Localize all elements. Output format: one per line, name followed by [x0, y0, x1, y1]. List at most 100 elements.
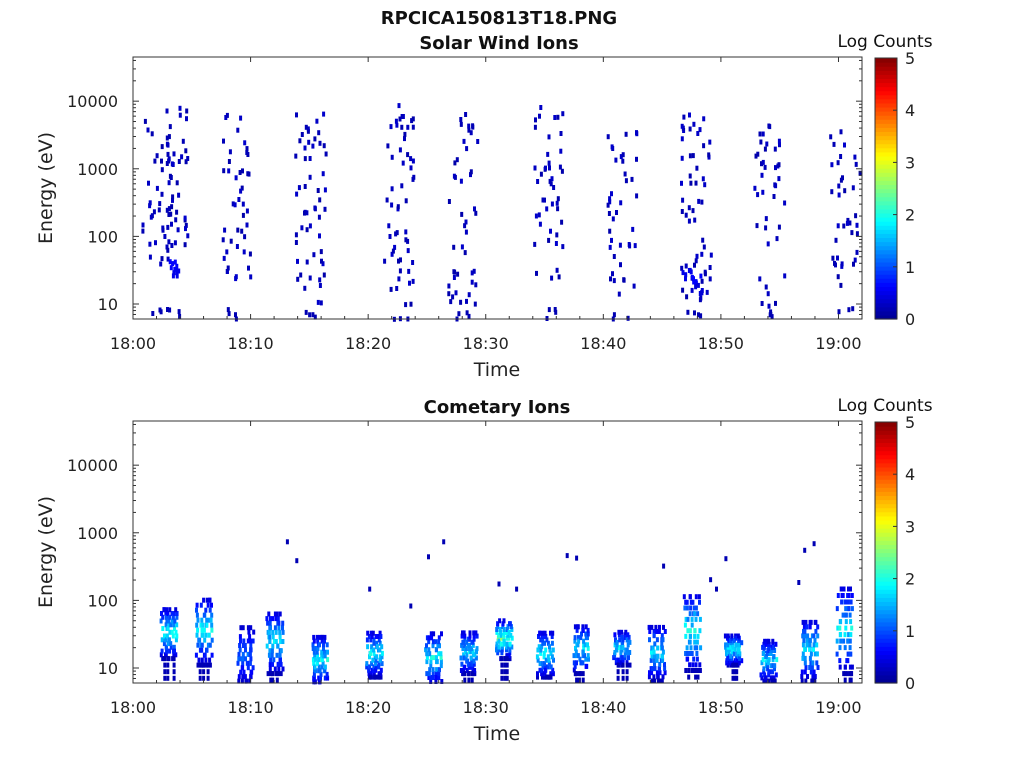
heatmap-cell: [774, 300, 777, 306]
heatmap-cell: [169, 211, 173, 217]
heatmap-cell: [572, 667, 576, 673]
heatmap-cell: [171, 194, 175, 200]
heatmap-cell: [769, 663, 773, 669]
heatmap-cell: [627, 242, 631, 247]
heatmap-cell: [221, 237, 225, 243]
colorbar-segment: [875, 536, 897, 541]
heatmap-cell: [626, 315, 630, 321]
heatmap-cell: [370, 661, 374, 667]
colorbar-segment: [875, 568, 897, 574]
heatmap-cell: [630, 176, 634, 182]
heatmap-cell: [503, 675, 507, 681]
heatmap-cell: [275, 671, 279, 677]
heatmap-cell: [312, 660, 316, 666]
heatmap-cell: [183, 242, 187, 248]
heatmap-cell: [447, 291, 451, 297]
heatmap-cell: [536, 674, 539, 680]
heatmap-cell: [157, 207, 161, 213]
x-tick-label: 18:20: [345, 334, 391, 353]
heatmap-cell: [839, 282, 843, 288]
colorbar-segment: [875, 155, 897, 161]
heatmap-cell: [586, 653, 590, 659]
heatmap-cell: [386, 143, 390, 149]
heatmap-cell: [736, 646, 740, 652]
heatmap-cell: [165, 607, 169, 613]
heatmap-cell: [272, 657, 276, 663]
heatmap-cell: [849, 619, 853, 625]
heatmap-cell: [834, 237, 838, 243]
heatmap-cell: [472, 268, 476, 274]
heatmap-cell: [447, 199, 451, 204]
heatmap-cell: [626, 632, 630, 638]
colorbar-tick-label: 2: [905, 570, 915, 589]
heatmap-cell: [815, 660, 819, 666]
heatmap-cell: [543, 661, 546, 667]
heatmap-cell: [805, 624, 809, 630]
x-tick-label: 18:10: [228, 698, 274, 717]
heatmap-cell: [805, 642, 809, 648]
heatmap-cell: [844, 619, 848, 625]
heatmap-cell: [374, 674, 378, 680]
heatmap-cell: [549, 671, 553, 677]
colorbar-segment: [875, 560, 897, 566]
heatmap-cell: [689, 605, 693, 611]
heatmap-cell: [175, 614, 179, 620]
x-tick-label: 18:20: [345, 698, 391, 717]
heatmap-cell: [536, 671, 539, 677]
heatmap-cell: [374, 657, 378, 663]
heatmap-cell: [159, 652, 163, 658]
heatmap-cell: [509, 624, 513, 630]
heatmap-cell: [699, 313, 703, 319]
heatmap-cell: [538, 630, 542, 636]
heatmap-cell: [380, 661, 384, 667]
heatmap-cell: [553, 115, 557, 120]
heatmap-cell: [428, 651, 432, 657]
heatmap-cell: [372, 640, 376, 646]
axes: 18:00 18:10 18:20 18:30 18:40 18:50 19:0010100…: [67, 56, 863, 353]
heatmap-cell: [540, 667, 544, 673]
heatmap-cell: [697, 198, 701, 204]
heatmap-cell: [542, 654, 546, 660]
heatmap-cell: [174, 629, 178, 635]
heatmap-cell: [184, 148, 188, 154]
heatmap-cell: [469, 130, 473, 136]
heatmap-cell: [510, 644, 514, 650]
heatmap-cell: [658, 678, 662, 684]
heatmap-cell: [832, 141, 836, 147]
heatmap-cell: [688, 662, 692, 668]
heatmap-cell: [770, 678, 774, 684]
heatmap-cell: [816, 624, 820, 630]
heatmap-cell: [682, 594, 686, 600]
heatmap-cell: [244, 656, 247, 662]
heatmap-cell: [275, 611, 279, 617]
heatmap-cell: [160, 167, 164, 173]
colorbar-segment: [875, 298, 897, 304]
colorbar-segment: [875, 147, 897, 153]
heatmap-cell: [303, 210, 306, 216]
heatmap-cell: [833, 260, 836, 266]
colorbar-segment: [875, 511, 897, 517]
heatmap-cell: [245, 150, 249, 155]
heatmap-cell: [172, 675, 176, 681]
colorbar-segment: [875, 544, 897, 550]
heatmap-cell: [200, 617, 204, 623]
heatmap-cell: [545, 206, 549, 212]
heatmap-cell: [319, 671, 323, 677]
colorbar-segment: [875, 98, 897, 104]
heatmap-cell: [609, 276, 612, 282]
heatmap-cell: [425, 643, 428, 649]
heatmap-cell: [655, 670, 659, 676]
heatmap-cell: [177, 309, 181, 315]
heatmap-cell: [165, 633, 169, 639]
heatmap-cell: [687, 205, 691, 211]
heatmap-cell: [725, 651, 728, 657]
heatmap-cell: [657, 678, 661, 684]
heatmap-cell: [801, 633, 805, 639]
heatmap-cell: [543, 197, 546, 203]
heatmap-cell: [576, 653, 580, 659]
heatmap-cell: [208, 642, 212, 648]
heatmap-cell: [410, 118, 414, 124]
heatmap-cell: [658, 670, 662, 676]
heatmap-cell: [848, 677, 852, 683]
heatmap-cell: [406, 152, 410, 158]
